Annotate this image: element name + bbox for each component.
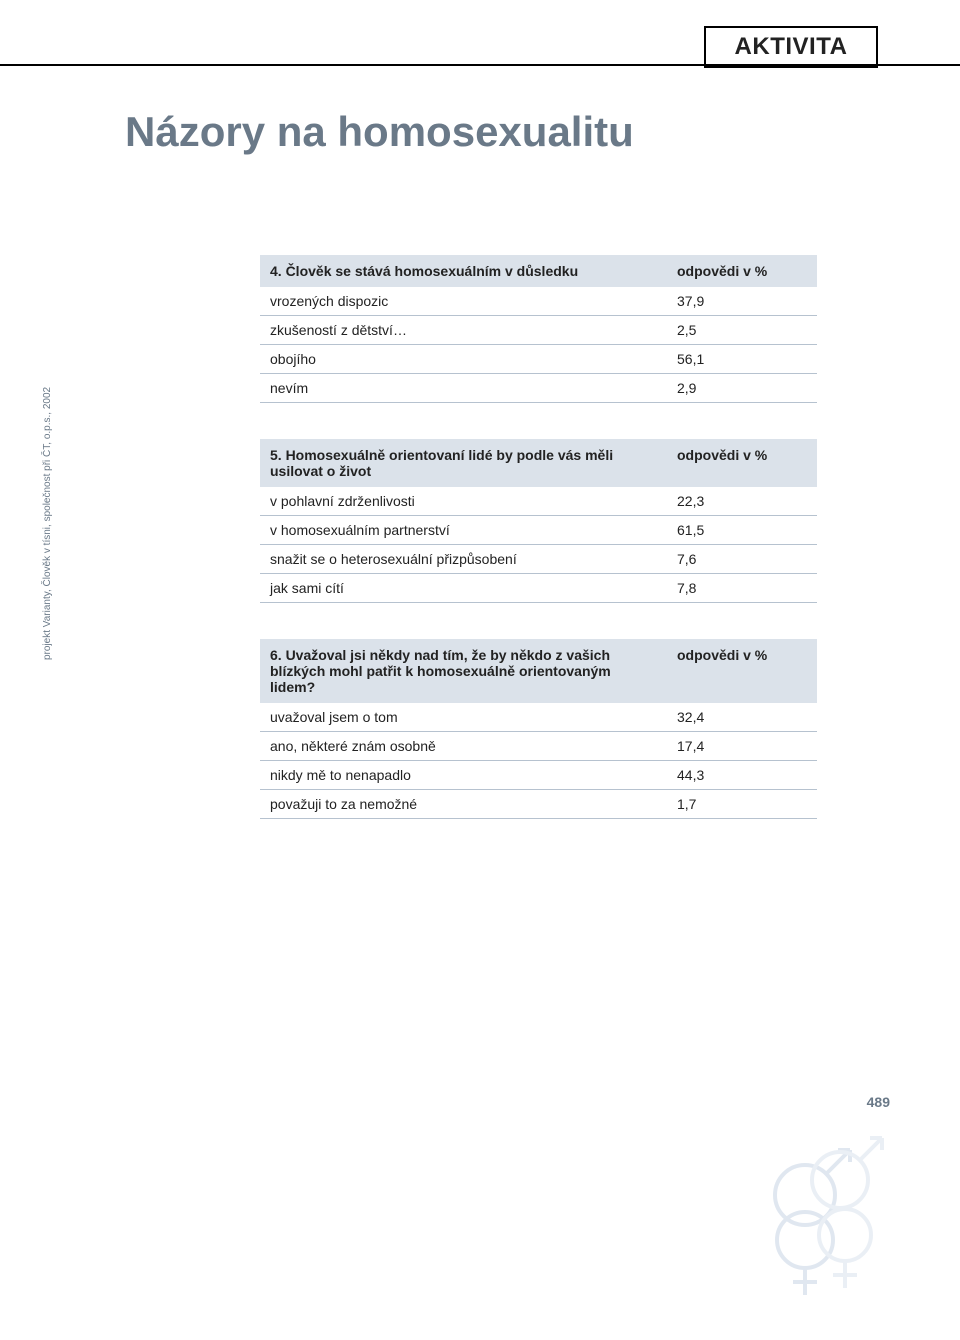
row-value: 1,7 [667, 790, 817, 819]
row-label: v homosexuálním partnerství [260, 516, 667, 545]
table-6-question: 6. Uvažoval jsi někdy nad tím, že by něk… [260, 639, 667, 703]
tables-wrap: 4. Člověk se stává homosexuálním v důsle… [260, 255, 817, 855]
table-row: snažit se o heterosexuální přizpůsobení7… [260, 545, 817, 574]
row-value: 2,9 [667, 374, 817, 403]
row-value: 7,6 [667, 545, 817, 574]
row-value: 22,3 [667, 487, 817, 516]
table-row: ano, některé znám osobně17,4 [260, 732, 817, 761]
table-4-value-header: odpovědi v % [667, 255, 817, 287]
table-4-question: 4. Člověk se stává homosexuálním v důsle… [260, 255, 667, 287]
table-5-question: 5. Homosexuálně orientovaní lidé by podl… [260, 439, 667, 487]
row-label: vrozených dispozic [260, 287, 667, 316]
table-4: 4. Člověk se stává homosexuálním v důsle… [260, 255, 817, 403]
row-label: snažit se o heterosexuální přizpůsobení [260, 545, 667, 574]
gender-symbols-icon [750, 1120, 900, 1300]
table-row: jak sami cítí7,8 [260, 574, 817, 603]
table-row: považuji to za nemožné1,7 [260, 790, 817, 819]
table-row: v pohlavní zdrženlivosti22,3 [260, 487, 817, 516]
row-value: 61,5 [667, 516, 817, 545]
table-row: uvažoval jsem o tom32,4 [260, 703, 817, 732]
row-value: 32,4 [667, 703, 817, 732]
row-label: nikdy mě to nenapadlo [260, 761, 667, 790]
row-value: 17,4 [667, 732, 817, 761]
row-label: nevím [260, 374, 667, 403]
table-5-value-header: odpovědi v % [667, 439, 817, 487]
header-tab: AKTIVITA [704, 26, 878, 68]
table-row: obojího56,1 [260, 345, 817, 374]
table-6: 6. Uvažoval jsi někdy nad tím, že by něk… [260, 639, 817, 819]
row-label: ano, některé znám osobně [260, 732, 667, 761]
side-caption: projekt Varianty, Člověk v tísni, společ… [42, 387, 53, 660]
table-5: 5. Homosexuálně orientovaní lidé by podl… [260, 439, 817, 603]
table-row: nevím2,9 [260, 374, 817, 403]
row-value: 56,1 [667, 345, 817, 374]
table-row: zkušeností z dětství…2,5 [260, 316, 817, 345]
row-value: 2,5 [667, 316, 817, 345]
row-label: považuji to za nemožné [260, 790, 667, 819]
row-value: 7,8 [667, 574, 817, 603]
row-label: uvažoval jsem o tom [260, 703, 667, 732]
table-row: vrozených dispozic37,9 [260, 287, 817, 316]
row-label: obojího [260, 345, 667, 374]
row-label: zkušeností z dětství… [260, 316, 667, 345]
table-row: nikdy mě to nenapadlo44,3 [260, 761, 817, 790]
row-value: 37,9 [667, 287, 817, 316]
page-number: 489 [867, 1094, 890, 1110]
row-label: jak sami cítí [260, 574, 667, 603]
row-label: v pohlavní zdrženlivosti [260, 487, 667, 516]
table-6-value-header: odpovědi v % [667, 639, 817, 703]
page-title: Názory na homosexualitu [125, 108, 634, 156]
header-tab-label: AKTIVITA [735, 33, 848, 61]
row-value: 44,3 [667, 761, 817, 790]
table-row: v homosexuálním partnerství61,5 [260, 516, 817, 545]
